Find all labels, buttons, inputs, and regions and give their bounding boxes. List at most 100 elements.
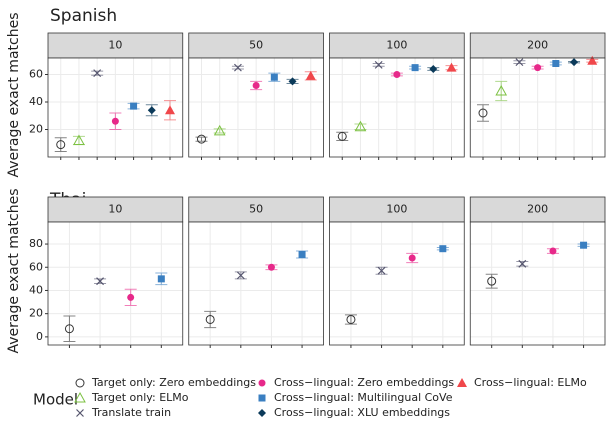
error-bar-line (54, 137, 67, 152)
error-bar (63, 315, 76, 343)
point (56, 140, 66, 150)
point (157, 275, 165, 283)
error-bar-line (204, 310, 217, 329)
y-tick-label: 20 (29, 307, 43, 320)
point (408, 254, 416, 262)
point (258, 409, 266, 417)
point (354, 120, 367, 132)
point (393, 71, 401, 78)
point (495, 84, 508, 96)
facet-label: 50 (249, 39, 263, 52)
error-bar-line (495, 80, 508, 102)
y-tick-label: 40 (29, 95, 43, 108)
facet-strip (47, 32, 184, 59)
point (580, 241, 588, 249)
error-bar (476, 104, 489, 122)
point (457, 378, 467, 387)
panel-border (469, 221, 606, 346)
error-bar (485, 273, 498, 289)
point (305, 70, 316, 80)
point (346, 314, 356, 324)
y-axis-label: Average exact matches (6, 13, 22, 178)
y-tick-label: 20 (29, 123, 43, 136)
point (478, 108, 488, 118)
point (288, 77, 297, 86)
panel (188, 222, 324, 345)
y-tick-label: 80 (29, 237, 43, 250)
point (213, 124, 226, 136)
error-bar (204, 310, 217, 329)
point (570, 58, 579, 67)
error-bar (495, 80, 508, 102)
point (196, 134, 206, 144)
point (446, 62, 457, 72)
legend-label: Target only: ELMo (91, 391, 189, 404)
point (233, 63, 242, 72)
point (205, 314, 215, 324)
point (236, 271, 245, 280)
facet-strip (188, 196, 324, 223)
point (64, 324, 74, 334)
facet-strip (188, 32, 324, 59)
chart-title: Spanish (50, 6, 117, 26)
point (76, 409, 84, 417)
facet-label: 10 (108, 39, 122, 52)
point (258, 394, 266, 402)
panel-border (329, 221, 465, 346)
legend-label: Translate train (91, 406, 171, 419)
legend-label: Cross−lingual: Zero embeddings (274, 376, 454, 389)
point (74, 391, 86, 403)
point (93, 69, 102, 78)
y-axis-label: Average exact matches (6, 189, 22, 354)
facet-label: 100 (386, 39, 407, 52)
panel-border (188, 221, 324, 346)
point (75, 378, 85, 388)
y-tick-label: 60 (29, 260, 43, 273)
error-bar-line (63, 315, 76, 343)
point (337, 131, 347, 141)
point (73, 134, 85, 145)
panel (329, 222, 465, 345)
panel-border (47, 221, 184, 346)
error-bar-line (485, 273, 498, 289)
error-bar-line (344, 314, 357, 325)
panel-border (188, 57, 324, 158)
legend-label: Cross−lingual: XLU embeddings (274, 406, 450, 419)
point (377, 266, 386, 275)
point (252, 82, 260, 89)
point (127, 293, 135, 301)
panel-border (469, 57, 606, 158)
legend-label: Cross−lingual: Multilingual CoVe (274, 391, 453, 404)
facet-label: 200 (527, 39, 548, 52)
y-tick-label: 0 (36, 330, 43, 343)
point (96, 277, 104, 286)
point (549, 247, 557, 255)
point (552, 60, 560, 67)
point (298, 250, 306, 258)
facet-strip (329, 196, 465, 223)
error-bar-line (476, 104, 489, 122)
y-tick-label: 60 (29, 68, 43, 81)
point (270, 73, 278, 81)
point (258, 379, 266, 387)
facet-strip (329, 32, 465, 59)
point (130, 102, 138, 110)
point (515, 58, 524, 67)
legend-title: Model (33, 391, 78, 409)
legend-label: Cross−lingual: ELMo (474, 376, 587, 389)
point (147, 106, 156, 115)
facet-label: 200 (527, 203, 548, 216)
point (534, 64, 542, 72)
point (111, 117, 119, 125)
point (411, 64, 419, 72)
error-bar (54, 137, 67, 152)
point (267, 263, 275, 271)
facet-label: 10 (108, 203, 122, 216)
y-tick-label: 40 (29, 283, 43, 296)
point (165, 105, 176, 115)
point (429, 65, 438, 73)
panel-border (47, 57, 184, 158)
point (374, 60, 383, 69)
legend-label: Target only: Zero embeddings (91, 376, 256, 389)
